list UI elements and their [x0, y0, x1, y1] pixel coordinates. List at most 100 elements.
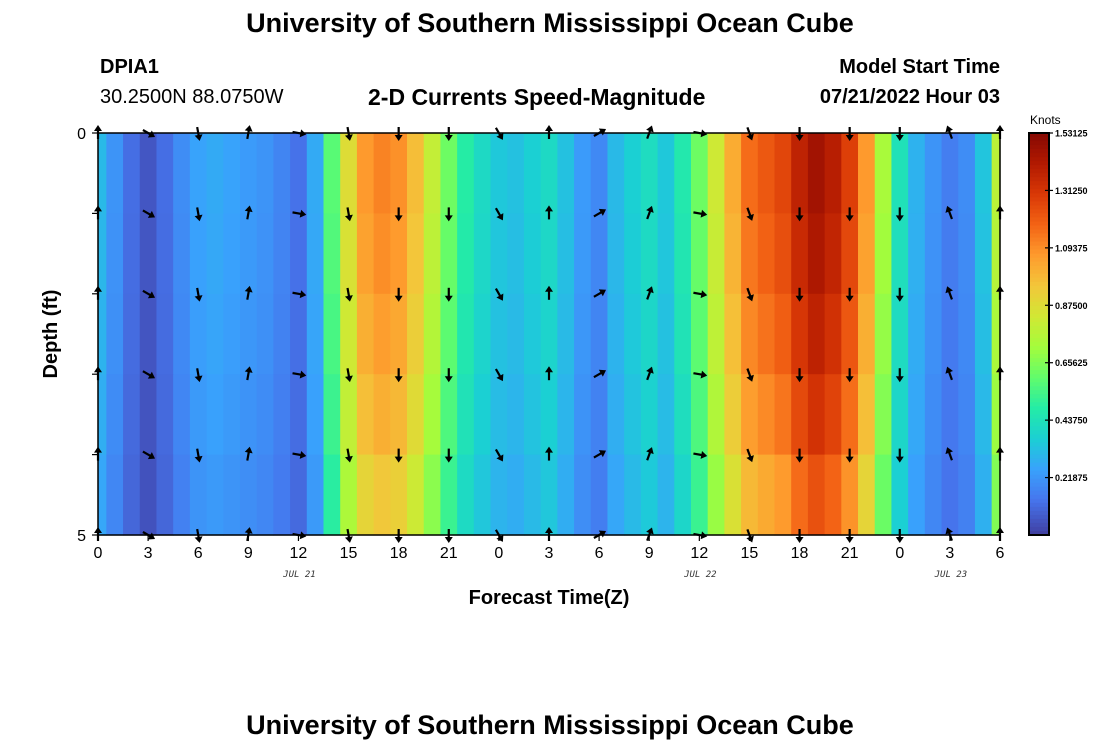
heat-cell: [290, 213, 308, 295]
colorbar-segment: [1029, 329, 1049, 335]
current-arrow: [292, 290, 307, 299]
heat-cell: [540, 133, 558, 214]
colorbar-segment: [1029, 506, 1049, 512]
colorbar-tick-label: 0.87500: [1055, 301, 1088, 311]
heat-cell: [173, 293, 191, 375]
colorbar-segment: [1029, 394, 1049, 399]
current-arrow: [746, 126, 754, 141]
colorbar-segment: [1029, 402, 1049, 407]
current-arrow: [746, 287, 754, 302]
current-arrow: [142, 450, 156, 460]
heat-cell: [891, 454, 909, 536]
colorbar-segment: [1029, 269, 1049, 275]
heat-cell: [440, 293, 458, 375]
heat-cell: [106, 454, 124, 536]
current-arrow: [444, 287, 453, 302]
heat-cell: [590, 133, 609, 214]
heat-cell: [791, 454, 809, 536]
heat-cell: [106, 133, 124, 214]
colorbar-segment: [1029, 173, 1049, 178]
x-tick-label: 18: [390, 545, 408, 562]
heat-cell: [323, 374, 341, 456]
current-arrow: [693, 451, 708, 459]
heatmap-cells: [98, 133, 1001, 536]
current-arrow: [646, 286, 654, 300]
heat-cell: [290, 374, 308, 456]
heat-cell: [958, 133, 976, 214]
heat-cell: [273, 293, 291, 375]
heat-cell: [540, 374, 558, 456]
colorbar-tick-label: 0.65625: [1055, 358, 1088, 368]
heat-cell: [557, 293, 575, 375]
x-axis-ticks: 0 3 6 9 12 15 18 21 0 3 6 9 12 15 18 21 0 3 6: [94, 535, 1005, 562]
station-id: DPIA1: [100, 56, 159, 78]
heat-cell: [123, 213, 141, 295]
heat-cell: [457, 374, 475, 456]
current-arrow: [344, 448, 353, 463]
heat-cell: [607, 133, 625, 214]
heat-cell: [290, 133, 308, 214]
heat-cell: [674, 293, 692, 375]
current-arrow: [795, 368, 804, 383]
heat-cell: [206, 374, 224, 456]
colorbar-segment: [1029, 454, 1049, 460]
heat-cell: [590, 374, 609, 456]
heat-cell: [239, 454, 258, 536]
heat-cell: [991, 454, 1001, 536]
heat-cell: [273, 454, 291, 536]
x-tick-label: 6: [996, 545, 1005, 562]
current-arrow: [142, 209, 156, 218]
current-arrow: [142, 289, 156, 299]
heat-cell: [941, 213, 959, 295]
heat-cell: [323, 454, 341, 536]
current-arrow: [545, 205, 553, 220]
colorbar-segment: [1029, 370, 1049, 375]
y-axis-label: Depth (ft): [40, 290, 62, 379]
heat-cell: [657, 133, 675, 214]
colorbar-segment: [1029, 530, 1049, 536]
heat-cell: [991, 374, 1001, 456]
heat-cell: [557, 374, 575, 456]
heat-cell: [390, 293, 408, 375]
heat-cell: [891, 133, 909, 214]
heat-cell: [106, 213, 124, 295]
heat-cell: [473, 133, 492, 214]
colorbar-segment: [1029, 358, 1049, 363]
heat-cell: [791, 133, 809, 214]
heat-cell: [574, 133, 592, 214]
heat-cell: [908, 293, 926, 375]
heat-cell: [523, 374, 542, 456]
heat-cell: [523, 454, 542, 536]
heat-cell: [390, 374, 408, 456]
current-arrow: [194, 287, 203, 302]
current-arrow: [444, 207, 453, 222]
heat-cell: [256, 374, 274, 456]
heat-cell: [223, 374, 241, 456]
heat-cell: [824, 454, 842, 536]
heat-cell: [407, 454, 425, 536]
heat-cell: [457, 454, 475, 536]
heat-cell: [640, 213, 659, 295]
heat-cell: [189, 133, 208, 214]
heat-cell: [607, 454, 625, 536]
heat-cell: [473, 293, 492, 375]
current-arrow: [593, 369, 607, 379]
heat-cell: [757, 454, 776, 536]
heat-cell: [473, 213, 492, 295]
heat-cell: [657, 454, 675, 536]
current-arrow: [693, 290, 708, 299]
current-arrow: [945, 286, 953, 300]
heat-cell: [173, 374, 191, 456]
colorbar-segment: [1029, 181, 1049, 186]
colorbar-segment: [1029, 386, 1049, 391]
heat-cell: [941, 454, 959, 536]
heat-cell: [858, 293, 876, 375]
heat-cell: [574, 374, 592, 456]
x-axis-label: Forecast Time(Z): [469, 587, 630, 609]
heat-cell: [908, 133, 926, 214]
current-arrow: [795, 287, 804, 302]
colorbar-segment: [1029, 498, 1049, 504]
heat-cell: [858, 454, 876, 536]
current-arrow: [244, 366, 253, 381]
colorbar-frame: [1028, 132, 1050, 536]
